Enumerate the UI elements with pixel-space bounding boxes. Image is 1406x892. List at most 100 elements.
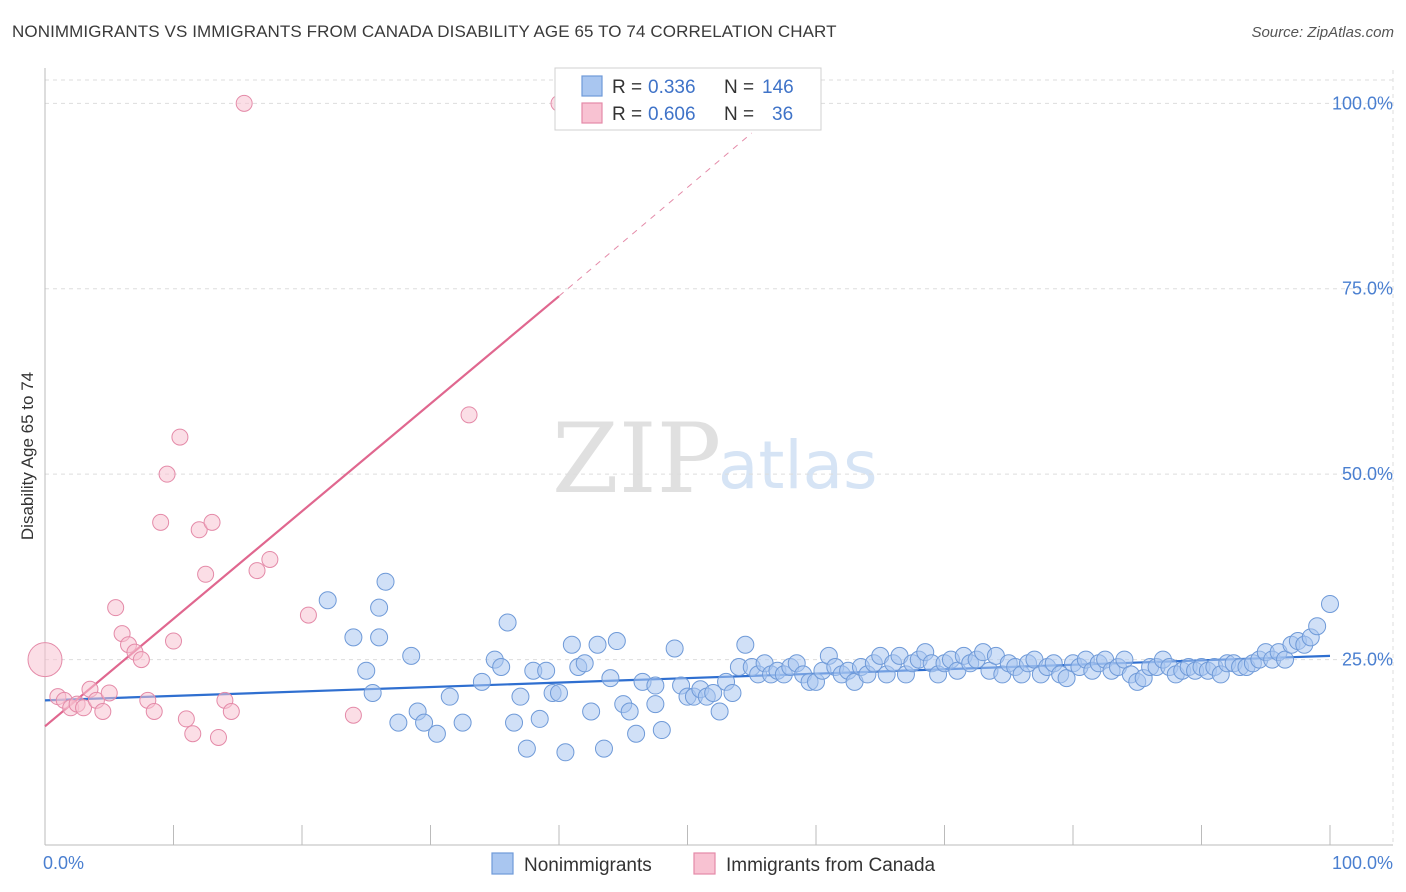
nonimmigrants-point-2 [344, 628, 363, 647]
stats-r-label-1: R = [612, 77, 642, 98]
immigrants-point-25 [203, 513, 221, 531]
stats-r-value-2: 0.606 [648, 104, 696, 125]
nonimmigrants-point-8 [402, 646, 421, 665]
watermark-zip: ZIP [552, 403, 721, 515]
immigrants-point-20 [171, 428, 189, 446]
immigrants-point-32 [299, 606, 317, 624]
nonimmigrants-point-14 [472, 672, 491, 691]
legend-label-nonimmigrants: Nonimmigrants [524, 855, 652, 876]
trendline-immigrants-extension [558, 132, 753, 297]
nonimmigrants-point-10 [415, 713, 434, 732]
immigrants-point-21 [177, 710, 195, 728]
nonimmigrants-point-12 [440, 687, 459, 706]
immigrants-point-26 [209, 728, 227, 746]
nonimmigrants-point-41 [652, 721, 671, 740]
nonimmigrants-point-25 [550, 683, 568, 702]
nonimmigrants-point-7 [389, 713, 408, 732]
nonimmigrants-point-137 [1276, 650, 1295, 669]
immigrants-point-17 [152, 513, 170, 531]
stats-r-label-2: R = [612, 104, 642, 125]
y-tick-label-25: 25.0% [1342, 650, 1393, 670]
y-axis-label: Disability Age 65 to 74 [18, 372, 37, 540]
watermark-atlas: atlas [718, 427, 878, 504]
nonimmigrants-point-13 [453, 713, 472, 732]
nonimmigrants-point-42 [665, 639, 684, 658]
nonimmigrants-point-34 [607, 632, 626, 651]
immigrants-point-14 [132, 651, 150, 669]
y-tick-label-50: 50.0% [1342, 464, 1393, 484]
nonimmigrants-point-39 [646, 676, 665, 695]
nonimmigrants-point-11 [427, 724, 446, 743]
stats-n-value-1: 146 [762, 77, 794, 98]
nonimmigrants-point-51 [723, 683, 742, 702]
nonimmigrants-point-40 [646, 695, 665, 714]
nonimmigrants-point-48 [704, 683, 723, 702]
immigrants-point-9 [100, 684, 118, 702]
immigrants-point-30 [248, 562, 266, 580]
legend-label-immigrants: Immigrants from Canada [726, 855, 936, 876]
x-tick-label-100: 100.0% [1332, 853, 1393, 873]
legend-swatch-nonimmigrants [491, 852, 514, 875]
nonimmigrants-point-23 [537, 661, 556, 680]
y-axis-ticks: 25.0% 50.0% 75.0% 100.0% [1332, 93, 1393, 669]
nonimmigrants-point-33 [601, 669, 620, 688]
nonimmigrants-point-112 [1115, 650, 1134, 669]
nonimmigrants-point-16 [492, 657, 511, 676]
immigrants-point-16 [145, 702, 163, 720]
nonimmigrants-point-142 [1308, 617, 1327, 636]
y-tick-label-100: 100.0% [1332, 93, 1393, 113]
immigrants-point-24 [197, 565, 215, 583]
x-tick-label-0: 0.0% [43, 853, 84, 873]
x-axis-ticks: 0.0% 100.0% [43, 853, 1393, 873]
nonimmigrants-point-22 [530, 709, 549, 728]
immigrants-point-8 [94, 702, 112, 720]
immigrants-point-22 [184, 725, 202, 743]
stats-legend-swatch-pink [581, 102, 603, 124]
nonimmigrants-point-20 [517, 739, 536, 758]
series-immigrants-points [27, 94, 568, 746]
nonimmigrants-point-18 [505, 713, 524, 732]
stats-n-value-2: 36 [772, 104, 793, 125]
chart-title: NONIMMIGRANTS VS IMMIGRANTS FROM CANADA … [12, 22, 837, 41]
stats-legend-swatch-blue [581, 75, 603, 97]
nonimmigrants-point-29 [575, 654, 594, 673]
nonimmigrants-point-6 [363, 683, 382, 702]
stats-n-label-1: N = [724, 77, 754, 98]
immigrants-point-5 [75, 699, 93, 717]
y-tick-label-75: 75.0% [1342, 279, 1393, 299]
source-label: Source: ZipAtlas.com [1251, 24, 1394, 41]
nonimmigrants-point-27 [562, 635, 581, 654]
series-nonimmigrants-points [318, 572, 1339, 762]
immigrants-point-10 [107, 599, 125, 617]
nonimmigrants-point-31 [588, 635, 607, 654]
nonimmigrants-point-143 [1321, 594, 1339, 613]
immigrants-point-28 [222, 702, 240, 720]
nonimmigrants-point-19 [511, 687, 530, 706]
axes [44, 68, 1393, 846]
nonimmigrants-point-5 [357, 661, 376, 680]
stats-r-value-1: 0.336 [648, 77, 696, 98]
nonimmigrants-point-37 [627, 724, 646, 743]
nonimmigrants-point-4 [370, 598, 389, 617]
immigrants-point-29 [235, 94, 253, 112]
immigrants-point-19 [165, 632, 182, 650]
immigrants-point-23 [190, 521, 208, 539]
nonimmigrants-point-49 [710, 702, 729, 721]
immigrants-point-0 [27, 642, 63, 678]
nonimmigrants-point-103 [1057, 669, 1076, 688]
nonimmigrants-point-1 [376, 572, 395, 591]
nonimmigrants-point-26 [556, 743, 575, 762]
immigrants-point-31 [261, 550, 279, 568]
immigrants-point-34 [460, 406, 478, 424]
legend-swatch-immigrants [693, 852, 716, 875]
stats-n-label-2: N = [724, 104, 754, 125]
nonimmigrants-point-3 [370, 628, 389, 647]
nonimmigrants-point-36 [620, 702, 639, 721]
immigrants-point-18 [158, 465, 176, 483]
immigrants-point-33 [344, 706, 362, 724]
stats-legend: R = 0.336 N = 146 R = 0.606 N = 36 [554, 67, 822, 131]
nonimmigrants-point-32 [594, 739, 613, 758]
nonimmigrants-point-53 [736, 635, 755, 654]
nonimmigrants-point-0 [318, 591, 337, 610]
